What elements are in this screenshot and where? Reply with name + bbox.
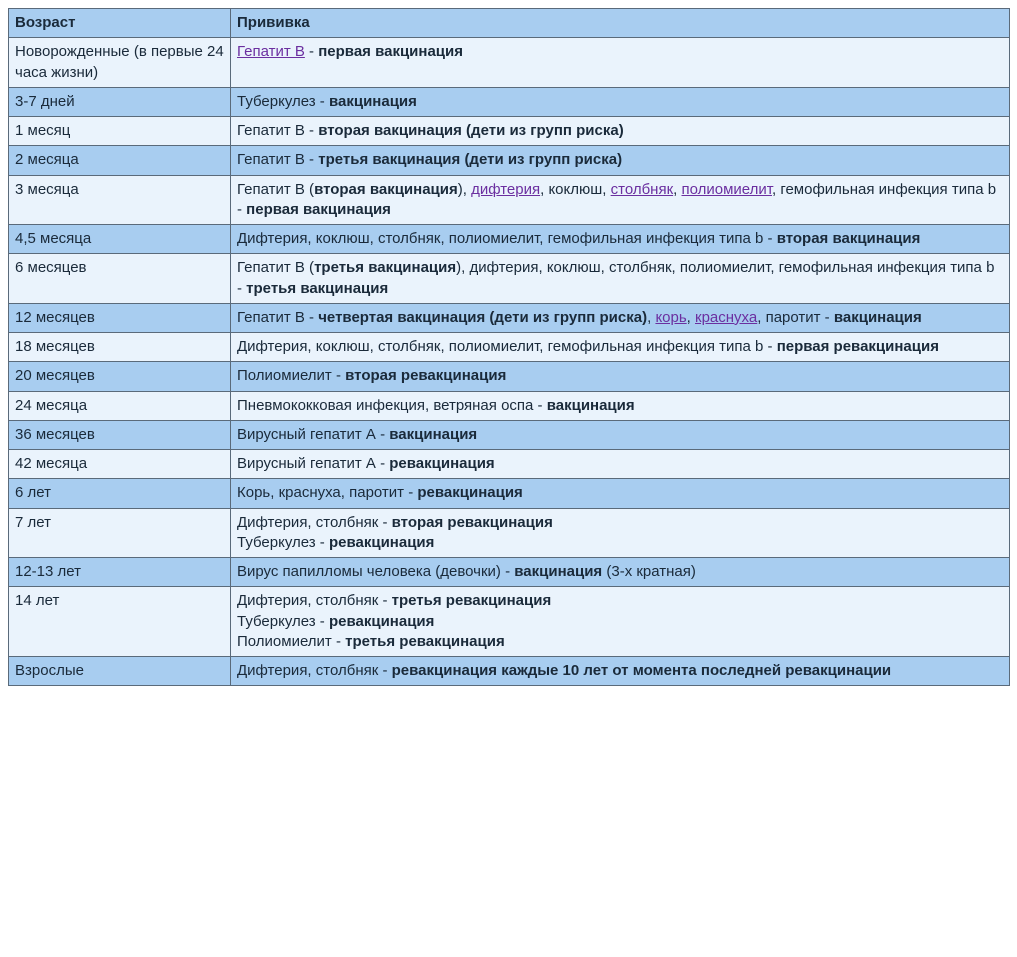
table-row: 3 месяцаГепатит В (вторая вакцинация), д… [9, 175, 1010, 225]
vaccine-cell: Полиомиелит - вторая ревакцинация [231, 362, 1010, 391]
vaccine-cell: Гепатит В - четвертая вакцинация (дети и… [231, 303, 1010, 332]
table-row: 42 месяцаВирусный гепатит А - ревакцинац… [9, 450, 1010, 479]
vaccine-cell: Гепатит В - третья вакцинация (дети из г… [231, 146, 1010, 175]
age-cell: Новорожденные (в первые 24 часа жизни) [9, 38, 231, 88]
table-row: 36 месяцевВирусный гепатит А - вакцинаци… [9, 420, 1010, 449]
table-row: 6 месяцевГепатит В (третья вакцинация), … [9, 254, 1010, 304]
age-cell: 42 месяца [9, 450, 231, 479]
table-row: 12 месяцевГепатит В - четвертая вакцинац… [9, 303, 1010, 332]
age-cell: 4,5 месяца [9, 225, 231, 254]
vaccine-bold-text: вторая вакцинация [777, 230, 921, 247]
vaccine-cell: Корь, краснуха, паротит - ревакцинация [231, 479, 1010, 508]
table-header-row: Возраст Прививка [9, 9, 1010, 38]
vaccine-bold-text: вакцинация [329, 93, 417, 110]
vaccine-bold-text: ревакцинация [417, 484, 522, 501]
vaccine-bold-text: вакцинация [834, 309, 922, 326]
age-cell: 1 месяц [9, 117, 231, 146]
col-header-vaccine: Прививка [231, 9, 1010, 38]
vaccine-cell: Дифтерия, коклюш, столбняк, полиомиелит,… [231, 333, 1010, 362]
vaccine-cell: Вирусный гепатит А - ревакцинация [231, 450, 1010, 479]
vaccine-bold-text: ревакцинация [329, 613, 434, 630]
table-row: 4,5 месяцаДифтерия, коклюш, столбняк, по… [9, 225, 1010, 254]
table-row: 2 месяцаГепатит В - третья вакцинация (д… [9, 146, 1010, 175]
table-row: ВзрослыеДифтерия, столбняк - ревакцинаци… [9, 657, 1010, 686]
vaccine-cell: Гепатит В - вторая вакцинация (дети из г… [231, 117, 1010, 146]
vaccine-bold-text: ревакцинация [389, 455, 494, 472]
vaccine-bold-text: третья вакцинация (дети из групп риска) [318, 151, 622, 168]
table-row: 24 месяцаПневмококковая инфекция, ветрян… [9, 391, 1010, 420]
age-cell: 2 месяца [9, 146, 231, 175]
age-cell: 36 месяцев [9, 420, 231, 449]
age-cell: 3-7 дней [9, 87, 231, 116]
vaccine-bold-text: первая вакцинация [246, 201, 391, 218]
vaccine-bold-text: вторая вакцинация (дети из групп риска) [318, 122, 624, 139]
vaccine-bold-text: вторая вакцинация [314, 181, 458, 198]
vaccine-bold-text: первая вакцинация [318, 43, 463, 60]
age-cell: 6 лет [9, 479, 231, 508]
table-row: 3-7 днейТуберкулез - вакцинация [9, 87, 1010, 116]
vaccine-bold-text: третья вакцинация [314, 259, 456, 276]
age-cell: 3 месяца [9, 175, 231, 225]
age-cell: 24 месяца [9, 391, 231, 420]
disease-link[interactable]: краснуха [695, 309, 757, 326]
vaccine-cell: Туберкулез - вакцинация [231, 87, 1010, 116]
table-row: 1 месяцГепатит В - вторая вакцинация (де… [9, 117, 1010, 146]
vaccination-schedule-table: Возраст Прививка Новорожденные (в первые… [8, 8, 1010, 686]
age-cell: 20 месяцев [9, 362, 231, 391]
disease-link[interactable]: столбняк [611, 181, 674, 198]
disease-link[interactable]: дифтерия [471, 181, 540, 198]
vaccine-bold-text: третья ревакцинация [392, 592, 552, 609]
age-cell: 14 лет [9, 587, 231, 657]
age-cell: Взрослые [9, 657, 231, 686]
age-cell: 18 месяцев [9, 333, 231, 362]
table-row: 6 летКорь, краснуха, паротит - ревакцина… [9, 479, 1010, 508]
table-row: 20 месяцевПолиомиелит - вторая ревакцина… [9, 362, 1010, 391]
vaccine-bold-text: ревакцинация каждые 10 лет от момента по… [392, 662, 892, 679]
age-cell: 12 месяцев [9, 303, 231, 332]
col-header-age: Возраст [9, 9, 231, 38]
disease-link[interactable]: Гепатит В [237, 43, 305, 60]
vaccine-bold-text: вакцинация [389, 426, 477, 443]
vaccine-cell: Вирус папилломы человека (девочки) - вак… [231, 558, 1010, 587]
age-cell: 6 месяцев [9, 254, 231, 304]
vaccine-cell: Гепатит В (третья вакцинация), дифтерия,… [231, 254, 1010, 304]
vaccine-bold-text: вакцинация [514, 563, 602, 580]
vaccine-bold-text: ревакцинация [329, 534, 434, 551]
vaccine-bold-text: третья ревакцинация [345, 633, 505, 650]
table-row: 12-13 летВирус папилломы человека (девоч… [9, 558, 1010, 587]
vaccine-cell: Гепатит В (вторая вакцинация), дифтерия,… [231, 175, 1010, 225]
vaccine-cell: Гепатит В - первая вакцинация [231, 38, 1010, 88]
vaccine-bold-text: четвертая вакцинация (дети из групп риск… [318, 309, 647, 326]
age-cell: 7 лет [9, 508, 231, 558]
vaccine-bold-text: вакцинация [547, 397, 635, 414]
vaccine-bold-text: третья вакцинация [246, 280, 388, 297]
vaccine-bold-text: вторая ревакцинация [345, 367, 506, 384]
vaccine-cell: Дифтерия, столбняк - вторая ревакцинация… [231, 508, 1010, 558]
vaccine-cell: Дифтерия, столбняк - ревакцинация каждые… [231, 657, 1010, 686]
vaccine-cell: Дифтерия, столбняк - третья ревакцинация… [231, 587, 1010, 657]
table-row: Новорожденные (в первые 24 часа жизни)Ге… [9, 38, 1010, 88]
vaccine-cell: Вирусный гепатит А - вакцинация [231, 420, 1010, 449]
disease-link[interactable]: полиомиелит [682, 181, 772, 198]
vaccine-cell: Пневмококковая инфекция, ветряная оспа -… [231, 391, 1010, 420]
disease-link[interactable]: корь [655, 309, 686, 326]
table-row: 14 летДифтерия, столбняк - третья ревакц… [9, 587, 1010, 657]
vaccine-bold-text: вторая ревакцинация [392, 514, 553, 531]
age-cell: 12-13 лет [9, 558, 231, 587]
vaccine-cell: Дифтерия, коклюш, столбняк, полиомиелит,… [231, 225, 1010, 254]
vaccine-bold-text: первая ревакцинация [777, 338, 939, 355]
table-row: 7 летДифтерия, столбняк - вторая ревакци… [9, 508, 1010, 558]
table-row: 18 месяцевДифтерия, коклюш, столбняк, по… [9, 333, 1010, 362]
